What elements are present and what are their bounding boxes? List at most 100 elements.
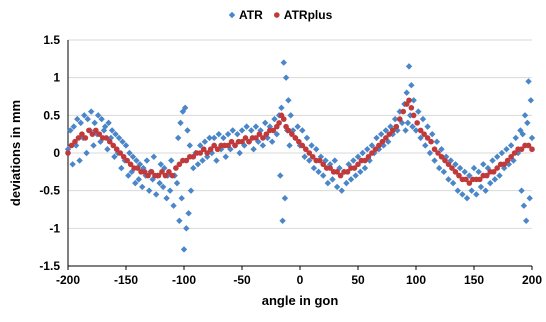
data-point-atrplus	[228, 138, 235, 145]
data-point-atr	[352, 172, 359, 179]
data-point-atrplus	[355, 161, 361, 168]
data-point-atrplus	[89, 131, 96, 137]
data-point-atr	[108, 127, 116, 134]
data-point-atr	[498, 149, 506, 157]
data-point-atrplus	[239, 138, 245, 145]
data-point-atrplus	[449, 165, 455, 171]
data-point-atrplus	[280, 116, 287, 122]
y-tick-label: 1	[53, 71, 60, 85]
data-point-atr	[347, 176, 355, 183]
data-point-atr	[520, 202, 528, 209]
data-point-atrplus	[501, 161, 507, 168]
data-point-atr	[159, 183, 167, 191]
data-point-atrplus	[428, 138, 434, 145]
data-point-atr	[252, 123, 260, 130]
data-point-atrplus	[406, 97, 412, 104]
data-point-atr	[514, 149, 522, 157]
y-tick-label: -1	[49, 221, 60, 235]
data-point-atr	[94, 112, 102, 119]
data-point-atr	[519, 130, 526, 138]
data-point-atr	[313, 146, 320, 153]
data-point-atr	[507, 142, 515, 149]
data-point-atr	[525, 78, 532, 85]
data-point-atr	[368, 142, 376, 149]
data-point-atrplus	[270, 127, 277, 134]
data-point-atr	[466, 172, 473, 179]
data-point-atrplus	[289, 131, 295, 137]
data-point-atr	[273, 130, 280, 138]
data-point-atr	[64, 146, 72, 153]
data-point-atrplus	[518, 146, 525, 153]
y-axis-title: deviations in mm	[8, 100, 23, 206]
data-point-atrplus	[148, 169, 155, 175]
data-point-atrplus	[337, 172, 344, 179]
data-point-atrplus	[204, 150, 210, 156]
data-point-atr	[424, 123, 431, 130]
data-point-atr	[329, 176, 336, 183]
data-point-atrplus	[276, 120, 282, 126]
data-point-atr	[280, 59, 287, 66]
data-point-atr	[220, 134, 227, 142]
data-point-atrplus	[299, 142, 306, 149]
data-point-atrplus	[504, 157, 511, 164]
data-point-atr	[84, 115, 91, 123]
data-point-atrplus	[106, 138, 113, 145]
data-point-atr	[480, 161, 487, 168]
data-point-atr	[357, 168, 364, 176]
data-point-atr	[70, 123, 77, 130]
data-point-atr	[310, 164, 318, 172]
data-point-atrplus	[431, 146, 438, 153]
data-point-atr	[402, 127, 409, 134]
data-point-atr	[489, 157, 496, 164]
data-point-atrplus	[166, 169, 172, 175]
data-point-atrplus	[438, 153, 445, 160]
data-point-atr	[412, 127, 420, 134]
data-point-atrplus	[490, 169, 497, 175]
data-point-atrplus	[466, 180, 473, 186]
data-point-atrplus	[75, 135, 82, 141]
data-point-atr	[526, 195, 533, 202]
data-point-atr	[178, 195, 185, 202]
data-point-atrplus	[93, 127, 99, 134]
data-point-atrplus	[134, 165, 141, 171]
data-point-atr	[361, 164, 369, 172]
data-point-atr	[115, 134, 123, 142]
data-point-atr	[315, 168, 322, 176]
data-point-atr	[81, 112, 88, 119]
data-point-atrplus	[169, 172, 176, 179]
data-point-atr	[76, 157, 83, 164]
data-point-atr	[156, 179, 163, 187]
data-point-atrplus	[393, 123, 400, 130]
data-point-atrplus	[383, 135, 389, 141]
data-point-atrplus	[242, 135, 249, 141]
data-point-atr	[491, 176, 499, 183]
data-point-atr	[135, 176, 142, 183]
data-point-atr	[77, 119, 84, 127]
x-tick-label: 50	[351, 273, 365, 287]
series-atr	[64, 59, 536, 253]
data-point-atr	[125, 172, 132, 179]
data-point-atr	[324, 179, 332, 187]
data-point-atr	[496, 172, 503, 179]
data-point-atr	[301, 153, 308, 160]
data-point-atr	[320, 172, 327, 179]
data-point-atrplus	[369, 150, 375, 156]
data-point-atr	[173, 179, 181, 187]
data-point-atr	[378, 130, 385, 138]
data-point-atrplus	[211, 142, 217, 149]
data-point-atr	[119, 138, 126, 145]
data-point-atr	[306, 157, 313, 164]
data-point-atrplus	[372, 146, 379, 153]
data-point-atr	[105, 119, 112, 127]
data-point-atr	[422, 142, 429, 149]
data-point-atr	[404, 119, 412, 127]
data-point-atr	[177, 119, 184, 127]
data-point-atr	[111, 153, 118, 160]
data-point-atrplus	[344, 169, 351, 175]
data-point-atr	[463, 195, 471, 202]
data-point-atrplus	[303, 146, 309, 153]
data-point-atr	[222, 153, 229, 160]
data-point-atrplus	[494, 165, 501, 171]
data-point-atrplus	[309, 153, 316, 160]
data-point-atrplus	[452, 169, 459, 175]
